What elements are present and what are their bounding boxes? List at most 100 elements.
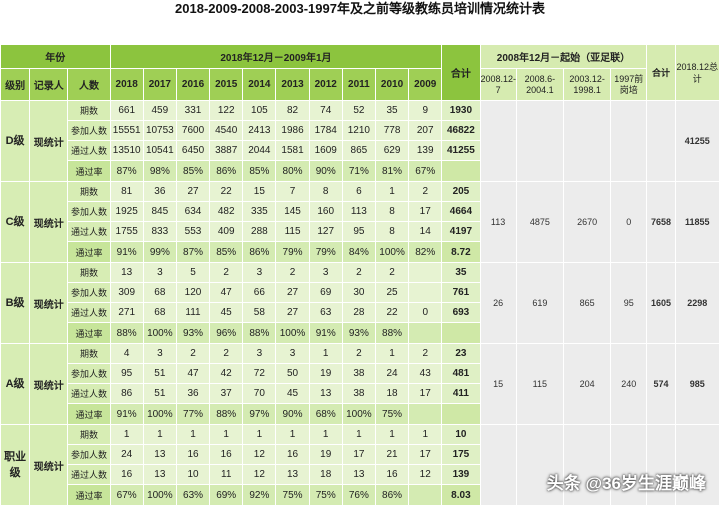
value-cell: 2: [375, 263, 408, 283]
value-cell: 86: [110, 384, 143, 404]
metric-label: 通过率: [68, 242, 110, 263]
period2-cell: 865: [563, 263, 610, 344]
year-header: 2014: [243, 69, 276, 101]
value-cell: 8: [375, 202, 408, 222]
value-cell: 3: [143, 344, 176, 364]
recorder-cell: 现统计: [30, 182, 68, 263]
value-cell: 24: [375, 364, 408, 384]
recorder-cell: 现统计: [30, 263, 68, 344]
row-total-cell: [442, 404, 480, 425]
value-cell: 58: [243, 303, 276, 323]
value-cell: 35: [375, 101, 408, 121]
value-cell: 85%: [210, 242, 243, 263]
year-header: 2011: [342, 69, 375, 101]
value-cell: 139: [409, 141, 442, 161]
value-cell: 22: [375, 303, 408, 323]
metric-label: 通过人数: [68, 222, 110, 242]
period2-cell: 4875: [516, 182, 563, 263]
row-total-cell: 46822: [442, 121, 480, 141]
value-cell: 68: [143, 303, 176, 323]
value-cell: 4: [110, 344, 143, 364]
value-cell: 82%: [409, 242, 442, 263]
value-cell: 13: [143, 445, 176, 465]
metric-label: 通过率: [68, 161, 110, 182]
value-cell: 13: [110, 263, 143, 283]
value-cell: 10541: [143, 141, 176, 161]
value-cell: 100%: [276, 323, 309, 344]
period2-cell: [480, 425, 516, 506]
row-total-cell: 411: [442, 384, 480, 404]
value-cell: 36: [143, 182, 176, 202]
row-total-cell: 205: [442, 182, 480, 202]
metric-label: 通过人数: [68, 465, 110, 485]
period2-cell: [480, 101, 516, 182]
row-total-cell: 1930: [442, 101, 480, 121]
value-cell: 2: [342, 344, 375, 364]
value-cell: 81: [110, 182, 143, 202]
period2-cell: 619: [516, 263, 563, 344]
period2-label: 2008年12月－起始（亚足联）: [480, 45, 647, 69]
value-cell: [409, 263, 442, 283]
value-cell: 8: [375, 222, 408, 242]
metric-label: 期数: [68, 182, 110, 202]
metric-label: 期数: [68, 101, 110, 121]
value-cell: 5: [176, 263, 209, 283]
value-cell: [409, 283, 442, 303]
value-cell: 100%: [375, 242, 408, 263]
period2-col-header: 1997前岗培: [611, 69, 647, 101]
value-cell: 95: [342, 222, 375, 242]
row-total-cell: 8.03: [442, 485, 480, 506]
year-header: 2009: [409, 69, 442, 101]
value-cell: 75%: [375, 404, 408, 425]
value-cell: 42: [210, 364, 243, 384]
header-row-1: 年份 2018年12月－2009年1月 合计 2008年12月－起始（亚足联） …: [1, 45, 720, 69]
row-total-cell: 23: [442, 344, 480, 364]
grand-total-label: 2018.12总计: [675, 45, 719, 101]
value-cell: 63: [309, 303, 342, 323]
value-cell: 17: [409, 445, 442, 465]
value-cell: 75%: [276, 485, 309, 506]
grand-total-cell: 41255: [675, 101, 719, 182]
value-cell: 86%: [375, 485, 408, 506]
value-cell: 81%: [375, 161, 408, 182]
value-cell: 18: [309, 465, 342, 485]
total2-cell: [647, 101, 675, 182]
value-cell: 91%: [110, 404, 143, 425]
period2-cell: 2670: [563, 182, 610, 263]
value-cell: 2: [409, 182, 442, 202]
value-cell: 2: [210, 263, 243, 283]
value-cell: 1986: [276, 121, 309, 141]
value-cell: 98%: [143, 161, 176, 182]
value-cell: 1: [409, 425, 442, 445]
level-name: A级: [1, 344, 30, 425]
value-cell: 105: [243, 101, 276, 121]
value-cell: 82: [276, 101, 309, 121]
value-cell: 833: [143, 222, 176, 242]
value-cell: 67%: [110, 485, 143, 506]
value-cell: 52: [342, 101, 375, 121]
value-cell: 67%: [409, 161, 442, 182]
year-header: 2012: [309, 69, 342, 101]
value-cell: 1: [375, 182, 408, 202]
value-cell: 13: [342, 465, 375, 485]
value-cell: 88%: [243, 323, 276, 344]
period2-cell: 240: [611, 344, 647, 425]
value-cell: 79%: [309, 242, 342, 263]
value-cell: 160: [309, 202, 342, 222]
value-cell: 43: [409, 364, 442, 384]
value-cell: 12: [243, 465, 276, 485]
metric-label: 参加人数: [68, 121, 110, 141]
period2-col-header: 2008.12-7: [480, 69, 516, 101]
value-cell: 2044: [243, 141, 276, 161]
table-title: 2018-2009-2008-2003-1997年及之前等级教练员培训情况统计表: [0, 0, 720, 20]
value-cell: 6450: [176, 141, 209, 161]
value-cell: 16: [210, 445, 243, 465]
value-cell: 90%: [309, 161, 342, 182]
value-cell: 3: [243, 263, 276, 283]
value-cell: 92%: [243, 485, 276, 506]
period2-cell: 115: [516, 344, 563, 425]
value-cell: 459: [143, 101, 176, 121]
recorder-cell: 现统计: [30, 425, 68, 506]
value-cell: 84%: [342, 242, 375, 263]
